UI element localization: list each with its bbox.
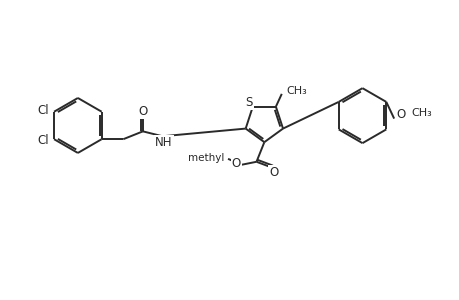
Text: NH: NH <box>155 136 173 148</box>
Text: CH₃: CH₃ <box>411 108 431 118</box>
Text: CH₃: CH₃ <box>286 86 307 96</box>
Text: O: O <box>231 157 240 170</box>
Text: O: O <box>269 166 278 178</box>
Text: O: O <box>395 108 404 121</box>
Text: Cl: Cl <box>38 134 49 147</box>
Text: Cl: Cl <box>38 104 49 117</box>
Text: methyl: methyl <box>187 153 224 163</box>
Text: S: S <box>245 96 252 109</box>
Text: O: O <box>138 105 147 118</box>
